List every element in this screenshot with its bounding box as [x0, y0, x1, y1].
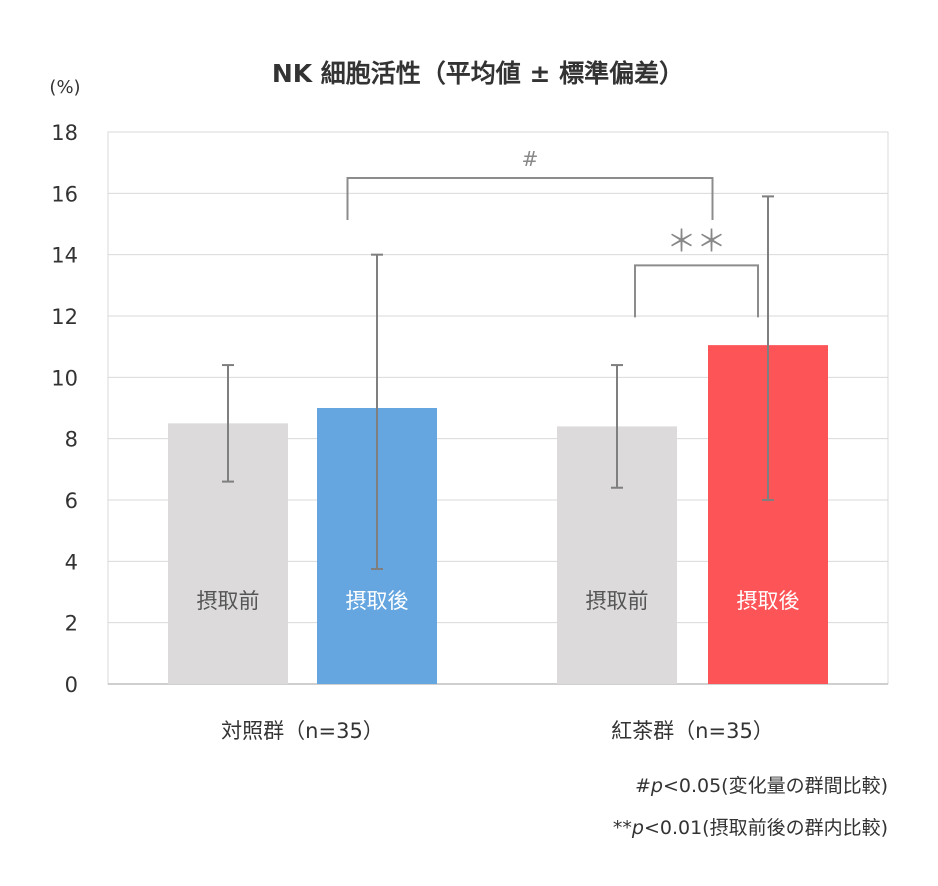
footnote-text: <0.01(摂取前後の群内比較): [644, 817, 888, 839]
bar-label: 摂取前: [586, 589, 649, 613]
footnote-text: <0.05(変化量の群間比較): [663, 775, 888, 797]
y-axis-unit-label: (%): [49, 77, 80, 98]
bars-layer: 摂取前 摂取前 摂取後 摂取後: [168, 195, 828, 684]
y-tick-label: 18: [51, 121, 78, 145]
significance-mark-hash: #: [522, 147, 539, 171]
footnote-marker: #: [635, 775, 651, 797]
labels-layer: 対照群（n=35） 紅茶群（n=35）: [221, 719, 774, 743]
y-tick-label: 16: [51, 182, 78, 206]
significance-layer: # ＊＊: [346, 147, 759, 318]
footnote-marker: **: [613, 817, 632, 839]
y-tick-label: 8: [65, 428, 78, 452]
within-group-bracket: [634, 264, 759, 318]
significance-mark-double-star: ＊＊: [667, 224, 727, 259]
y-tick-label: 2: [65, 612, 78, 636]
bar-label: 摂取後: [737, 589, 800, 613]
y-tick-label: 0: [65, 673, 78, 697]
x-category-label: 対照群（n=35）: [221, 719, 384, 743]
footnote: #p<0.05(変化量の群間比較): [635, 775, 888, 797]
y-tick-label: 4: [65, 550, 78, 574]
y-tick-label: 10: [51, 366, 78, 390]
bar-label: 摂取前: [197, 589, 260, 613]
notes-layer: #p<0.05(変化量の群間比較)**p<0.01(摂取前後の群内比較): [613, 775, 888, 839]
y-tick-label: 6: [65, 489, 78, 513]
x-category-label: 紅茶群（n=35）: [611, 719, 774, 743]
y-tick-label: 14: [51, 244, 78, 268]
footnote: **p<0.01(摂取前後の群内比較): [613, 817, 888, 839]
bar-label: 摂取後: [346, 589, 409, 613]
between-group-bracket: [346, 177, 714, 220]
footnote-p: p: [631, 817, 644, 839]
chart-title: NK 細胞活性（平均値 ± 標準偏差）: [272, 59, 684, 88]
y-tick-label: 12: [51, 305, 78, 329]
footnote-p: p: [650, 775, 663, 797]
